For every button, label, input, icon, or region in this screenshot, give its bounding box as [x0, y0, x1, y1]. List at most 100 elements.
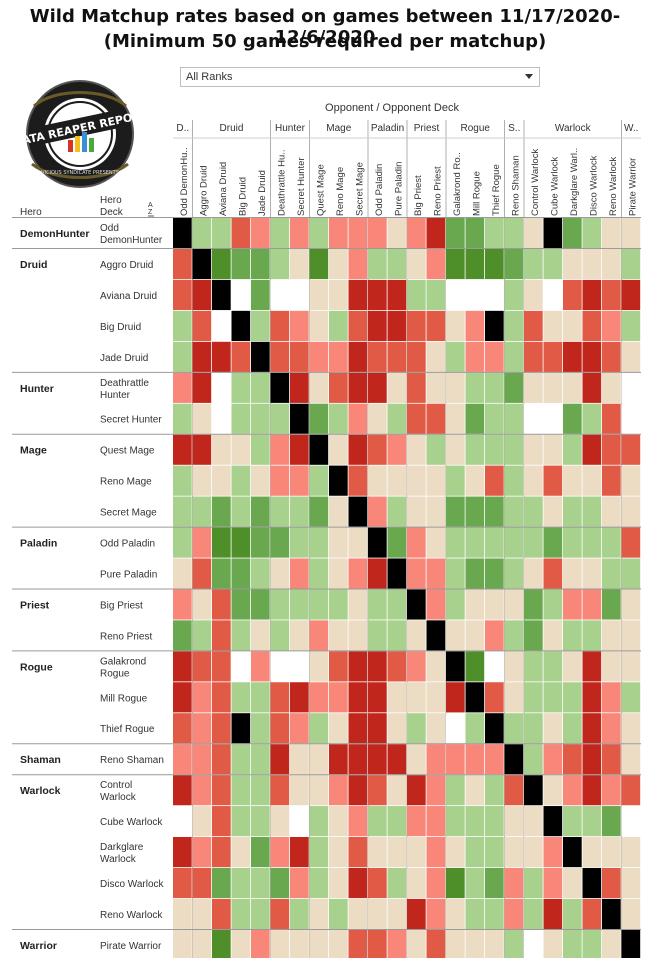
heatmap-cell [485, 775, 504, 806]
heatmap-cell [387, 806, 407, 837]
heatmap-cell [485, 372, 504, 403]
rank-filter-dropdown[interactable]: All Ranks [180, 67, 540, 87]
heatmap-cell [446, 403, 465, 434]
heatmap-cell [387, 682, 407, 713]
heatmap-cell [348, 341, 368, 372]
heatmap-cell [251, 713, 270, 744]
heatmap-cell [602, 806, 621, 837]
heatmap-cell [387, 310, 407, 341]
heatmap-cell [465, 837, 485, 868]
heatmap-cell [504, 806, 524, 837]
heatmap-cell [212, 465, 231, 496]
opponent-class-5: Priest [414, 123, 440, 134]
heatmap-cell [387, 898, 407, 930]
heatmap-cell [621, 651, 641, 682]
heatmap-cell [485, 527, 504, 558]
column-label: Odd Paladin [374, 164, 385, 216]
heatmap-cell [485, 589, 504, 620]
heatmap-cell [524, 867, 543, 899]
heatmap-cell [504, 744, 524, 775]
hero-class-0: DemonHunter [20, 228, 89, 240]
heatmap-cell [251, 589, 270, 620]
sort-icon-a: A [148, 202, 153, 209]
heatmap-cell [621, 775, 641, 806]
heatmap-cell [173, 775, 192, 806]
heatmap-cell [582, 465, 602, 496]
heatmap-cell [309, 589, 329, 620]
heatmap-cell [231, 310, 251, 341]
heatmap-cell [290, 929, 309, 958]
heatmap-cell [504, 558, 524, 589]
heatmap-cell [426, 589, 446, 620]
heatmap-cell [192, 434, 212, 465]
heatmap-cell [543, 589, 563, 620]
heatmap-cell [407, 248, 426, 280]
heatmap-cell [582, 651, 602, 682]
heatmap-cell [524, 372, 543, 403]
heatmap-cell [251, 558, 270, 589]
heatmap-cell [212, 527, 231, 558]
heatmap-cell [173, 867, 192, 899]
heatmap-cell [387, 279, 407, 311]
heatmap-cell [563, 496, 582, 527]
heatmap-cell [290, 713, 309, 744]
heatmap-cell [348, 620, 368, 651]
heatmap-cell [173, 310, 192, 341]
heatmap-cell [329, 929, 348, 958]
heatmap-cell [251, 929, 270, 958]
heatmap-cell [348, 310, 368, 341]
heatmap-cell [309, 713, 329, 744]
heatmap-cell [582, 279, 602, 311]
heatmap-cell [485, 218, 504, 249]
heatmap-cell [348, 248, 368, 280]
heatmap-cell [270, 620, 290, 651]
row-label: Darkglare [100, 842, 144, 853]
heatmap-cell [563, 651, 582, 682]
heatmap-cell [563, 589, 582, 620]
heatmap-cell [290, 248, 309, 280]
heatmap-cell [563, 372, 582, 403]
opponent-header: Opponent / Opponent Deck [325, 102, 459, 114]
heatmap-cell [348, 465, 368, 496]
heatmap-cell [446, 929, 465, 958]
heatmap-cell [387, 248, 407, 280]
row-label: Big Druid [100, 322, 141, 333]
heatmap-cell [368, 620, 387, 651]
row-label-2: Warlock [100, 792, 137, 803]
row-label: Control [100, 780, 132, 791]
logo-subtext: VICIOUS SYNDICATE PRESENTS [41, 170, 119, 176]
heatmap-cell [465, 775, 485, 806]
heatmap-cell [582, 620, 602, 651]
heatmap-cell [621, 682, 641, 713]
heatmap-cell [173, 403, 192, 434]
heatmap-cell [231, 496, 251, 527]
heatmap-cell [563, 620, 582, 651]
heatmap-cell [426, 558, 446, 589]
heatmap-cell [173, 218, 192, 249]
heatmap-cell [173, 898, 192, 930]
heatmap-cell [368, 527, 387, 558]
heatmap-cell [426, 248, 446, 280]
heatmap-cell [524, 496, 543, 527]
heatmap-cell [231, 837, 251, 868]
heatmap-cell [212, 218, 231, 249]
heatmap-cell [582, 527, 602, 558]
heatmap-cell [387, 775, 407, 806]
column-label: Aviana Druid [218, 162, 229, 216]
heatmap-cell [290, 775, 309, 806]
heatmap-cell [290, 558, 309, 589]
sort-icon-z: Z [148, 209, 153, 216]
heatmap-cell [348, 434, 368, 465]
heatmap-cell [368, 248, 387, 280]
heatmap-cell [329, 806, 348, 837]
heatmap-cell [446, 867, 465, 899]
heatmap-cell [329, 589, 348, 620]
heatmap-cell [407, 496, 426, 527]
heatmap-cell [387, 744, 407, 775]
heatmap-cell [368, 682, 387, 713]
heatmap-cell [426, 310, 446, 341]
heatmap-cell [231, 465, 251, 496]
heatmap-cell [582, 744, 602, 775]
heatmap-cell [290, 434, 309, 465]
heatmap-cell [504, 867, 524, 899]
